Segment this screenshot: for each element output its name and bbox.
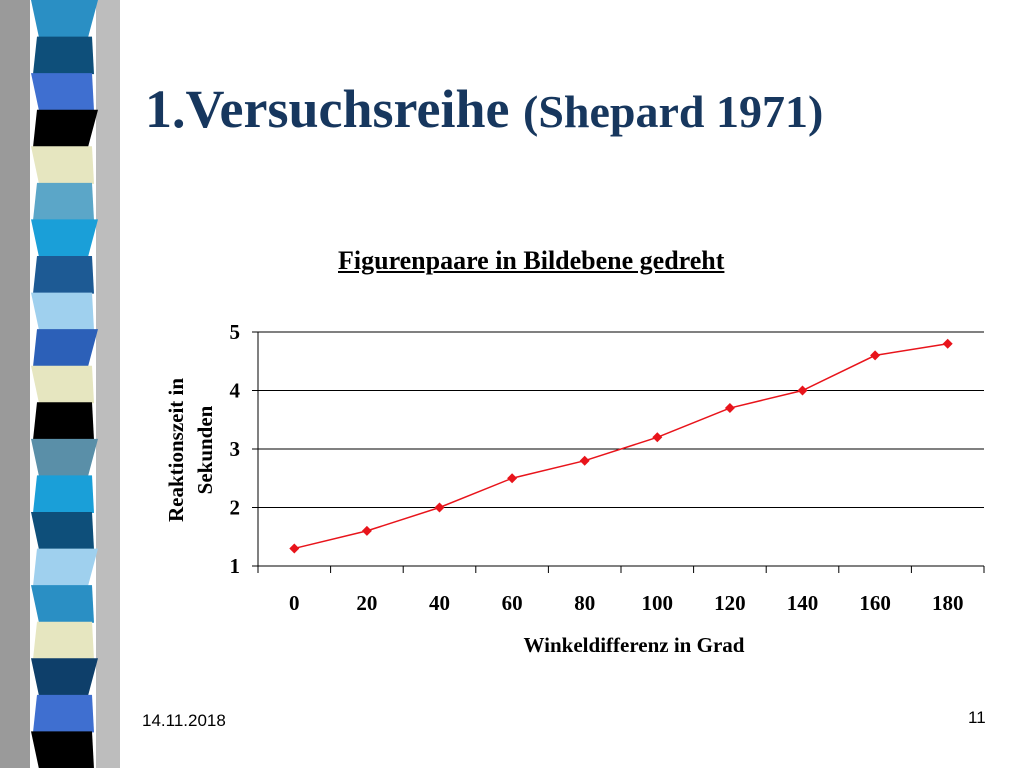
x-tick-label: 20: [356, 591, 377, 615]
strip-tile: [33, 475, 94, 513]
strip-tile: [33, 694, 94, 733]
strip-tile: [31, 292, 94, 331]
x-tick-label: 0: [289, 591, 300, 615]
y-tick-label: 2: [230, 496, 241, 520]
y-axis-title: Reaktionszeit in Sekunden: [164, 378, 217, 522]
data-point-marker: [724, 403, 735, 414]
data-point-marker: [289, 543, 300, 554]
data-point-marker: [942, 338, 953, 349]
footer-date: 14.11.2018: [142, 711, 226, 730]
chart-title: Figurenpaare in Bildebene gedreht: [338, 246, 725, 275]
data-point-marker: [507, 473, 518, 484]
axes: [252, 331, 985, 573]
y-tick-label: 4: [230, 379, 241, 403]
y-tick-label: 3: [230, 437, 241, 461]
x-tick-label: 180: [932, 591, 964, 615]
x-tick-label: 120: [714, 591, 746, 615]
decorative-strip: [0, 0, 120, 768]
strip-tile: [31, 512, 94, 550]
y-axis-title-line-1: Reaktionszeit in: [164, 378, 188, 522]
data-point-marker: [870, 350, 881, 361]
strip-shadow: [0, 0, 30, 768]
strip-tile: [33, 36, 94, 75]
strip-tile: [31, 658, 98, 696]
strip-tile: [31, 73, 94, 111]
x-tick-label: 160: [859, 591, 891, 615]
y-tick-labels: 1 2 3 4 5: [230, 320, 241, 578]
x-tick-labels: 0 20 40 60 80 100 120 140 160 180: [289, 591, 963, 615]
strip-tile: [31, 585, 94, 623]
strip-tile: [33, 109, 98, 148]
strip-tile: [31, 365, 94, 404]
data-point-marker: [434, 502, 445, 513]
x-tick-label: 140: [787, 591, 819, 615]
data-point-marker: [579, 455, 590, 466]
slide-title-citation: (Shepard 1971): [523, 86, 824, 137]
data-point-marker: [797, 385, 808, 396]
x-tick-label: 40: [429, 591, 450, 615]
series-line: [294, 342, 948, 550]
strip-tile: [31, 219, 98, 257]
slide-title-main: 1.Versuchsreihe: [145, 79, 523, 139]
slide-title: 1.Versuchsreihe (Shepard 1971): [145, 78, 823, 140]
x-tick-label: 80: [574, 591, 595, 615]
strip-tile: [33, 256, 94, 294]
strip-tile: [33, 182, 94, 221]
strip-tile: [31, 146, 94, 184]
strip-tile: [33, 329, 98, 367]
strip-tile: [33, 402, 94, 440]
strip-tile: [33, 548, 98, 587]
data-series: [289, 338, 953, 554]
data-point-marker: [361, 525, 372, 536]
x-tick-label: 60: [502, 591, 523, 615]
strip-tile: [31, 731, 94, 768]
y-axis-title-line-2: Sekunden: [193, 405, 217, 494]
strip-tile: [31, 438, 98, 477]
strip-tile: [31, 0, 98, 38]
data-point-marker: [652, 432, 663, 443]
y-tick-label: 5: [230, 320, 241, 344]
strip-edge-shadow: [96, 0, 120, 768]
x-axis-title: Winkeldifferenz in Grad: [524, 633, 745, 657]
y-tick-label: 1: [230, 554, 241, 578]
strip-tile: [33, 621, 94, 660]
page-number: 11: [968, 708, 986, 727]
x-tick-label: 100: [642, 591, 674, 615]
